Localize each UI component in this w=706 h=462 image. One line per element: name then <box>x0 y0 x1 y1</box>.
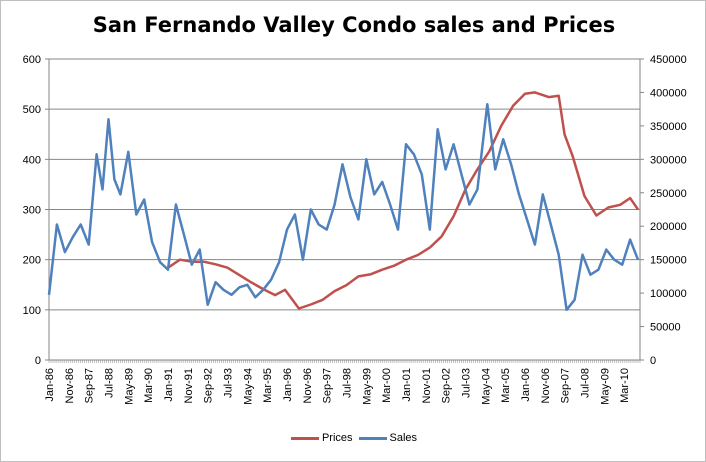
legend-swatch <box>358 436 387 440</box>
y-left-tick-label: 0 <box>35 355 41 367</box>
y-left-tick-label: 600 <box>23 54 41 66</box>
x-tick-label: Nov-91 <box>183 368 195 403</box>
x-tick-label: Mar-95 <box>262 368 274 403</box>
x-tick-label: Jan-01 <box>401 368 413 402</box>
x-tick-label: Jan-86 <box>44 368 56 402</box>
x-tick-label: Jul-03 <box>460 368 472 398</box>
y-left-tick-label: 400 <box>23 154 41 166</box>
x-tick-label: Nov-06 <box>540 368 552 403</box>
x-tick-label: Mar-10 <box>619 368 631 403</box>
y-left-tick-label: 100 <box>23 305 41 317</box>
x-tick-label: Jan-91 <box>163 368 175 402</box>
x-tick-label: Mar-90 <box>143 368 155 403</box>
x-tick-label: Nov-96 <box>302 368 314 403</box>
y-right-tick-label: 100000 <box>650 288 687 300</box>
y-left-tick-label: 300 <box>23 205 41 217</box>
x-tick-label: Nov-86 <box>64 368 76 403</box>
y-right-tick-label: 200000 <box>650 221 687 233</box>
x-tick-label: May-09 <box>599 368 611 405</box>
series-line-sales <box>47 102 640 312</box>
y-right-tick-label: 300000 <box>650 154 687 166</box>
y-right-tick-label: 450000 <box>650 54 687 66</box>
x-tick-label: Sep-07 <box>560 368 572 403</box>
x-tick-label: Jul-88 <box>103 368 115 398</box>
legend-item-prices: Prices <box>290 432 353 444</box>
x-tick-label: Jul-93 <box>222 368 234 398</box>
y-right-tick-label: 150000 <box>650 255 687 267</box>
y-right-tick-label: 400000 <box>650 87 687 99</box>
x-tick-label: Sep-97 <box>322 368 334 403</box>
legend-item-sales: Sales <box>358 432 418 444</box>
x-tick-label: Jan-06 <box>520 368 532 402</box>
y-right-tick-label: 350000 <box>650 121 687 133</box>
x-tick-label: Jul-08 <box>579 368 591 398</box>
legend-swatch <box>290 436 319 440</box>
x-tick-label: Sep-87 <box>84 368 96 403</box>
y-right-tick-label: 0 <box>650 355 656 367</box>
x-tick-label: Jan-96 <box>282 368 294 402</box>
series-line-prices <box>167 91 640 310</box>
legend-label: Sales <box>389 432 418 444</box>
y-left-tick-label: 200 <box>23 255 41 267</box>
x-tick-label: May-99 <box>361 368 373 405</box>
x-tick-label: Mar-05 <box>500 368 512 403</box>
legend: Prices Sales <box>1 432 706 444</box>
x-tick-label: Nov-01 <box>421 368 433 403</box>
x-tick-label: May-94 <box>242 368 254 405</box>
x-tick-label: Mar-00 <box>381 368 393 403</box>
y-left-tick-label: 500 <box>23 104 41 116</box>
legend-label: Prices <box>321 432 353 444</box>
y-right-tick-label: 50000 <box>650 322 681 334</box>
y-right-tick-label: 250000 <box>650 188 687 200</box>
x-tick-label: Sep-92 <box>203 368 215 403</box>
x-tick-label: Sep-02 <box>441 368 453 403</box>
x-tick-label: May-04 <box>480 368 492 405</box>
x-tick-label: Jul-98 <box>341 368 353 398</box>
x-tick-label: May-89 <box>123 368 135 405</box>
chart-title: San Fernando Valley Condo sales and Pric… <box>92 13 616 37</box>
